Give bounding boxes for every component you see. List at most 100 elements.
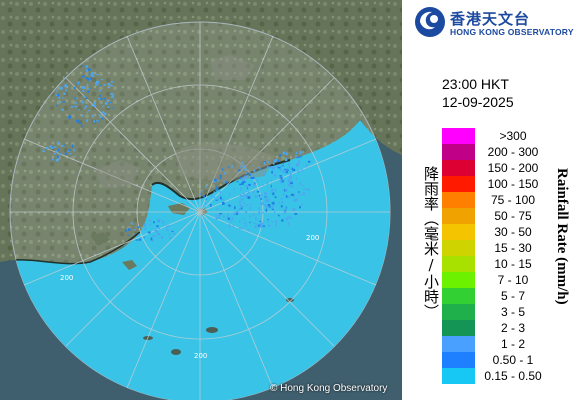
legend-swatch (442, 176, 475, 192)
rain-echo (225, 181, 228, 184)
copyright-notice: © Hong Kong Observatory (270, 383, 388, 394)
rain-echo (281, 180, 284, 183)
legend-label: >300 (499, 129, 527, 143)
rain-echo (290, 193, 294, 196)
rain-echo (252, 164, 255, 167)
rain-echo (275, 166, 278, 168)
rain-echo (91, 114, 94, 117)
rain-echo (156, 225, 159, 228)
rain-echo (271, 202, 273, 205)
rain-echo (253, 191, 255, 193)
rain-echo (98, 114, 101, 116)
rain-echo (86, 69, 88, 72)
rain-echo (233, 188, 235, 191)
rain-echo (85, 65, 88, 68)
rain-echo (157, 227, 160, 230)
rain-echo (216, 185, 218, 188)
rain-echo (79, 122, 82, 124)
rain-echo (285, 158, 288, 162)
rain-echo (249, 206, 251, 209)
rain-echo (87, 68, 91, 71)
rain-echo (50, 146, 54, 149)
rain-echo (68, 116, 72, 119)
rain-echo (272, 201, 275, 205)
rain-echo (272, 205, 275, 207)
rain-echo (287, 216, 291, 218)
rain-echo (204, 206, 206, 209)
rain-echo (112, 93, 115, 96)
rain-echo (256, 190, 260, 193)
rain-echo (261, 195, 263, 197)
rain-echo (275, 224, 278, 227)
legend-row: 150 - 200 (442, 160, 572, 176)
rain-echo (239, 204, 242, 206)
rain-echo (106, 99, 108, 102)
rain-echo (144, 223, 147, 227)
rain-echo (64, 152, 68, 155)
rain-echo (298, 160, 300, 164)
legend-swatch (442, 224, 475, 240)
rain-echo (169, 237, 172, 239)
rain-echo (278, 202, 280, 205)
legend-row: 200 - 300 (442, 144, 572, 160)
rain-echo (83, 95, 85, 98)
rain-echo (255, 219, 257, 221)
legend-swatch (442, 128, 475, 144)
rain-echo (284, 188, 288, 191)
rain-echo (306, 188, 310, 191)
rain-echo (233, 212, 236, 216)
rain-echo (283, 193, 285, 196)
rain-echo (293, 195, 295, 198)
legend-swatch (442, 304, 475, 320)
rain-echo (254, 182, 256, 185)
rain-echo (151, 239, 154, 242)
rain-echo (245, 172, 248, 175)
rain-echo (58, 153, 62, 156)
range-label: 200 (194, 352, 207, 360)
rain-echo (110, 93, 113, 95)
rain-echo (219, 177, 222, 180)
rain-echo (215, 199, 218, 201)
rain-echo (152, 235, 156, 238)
rain-echo (89, 79, 91, 81)
rain-echo (265, 205, 269, 209)
legend-swatch (442, 352, 475, 368)
island (90, 232, 110, 246)
rain-echo (242, 195, 245, 198)
rain-echo (135, 239, 139, 241)
rain-echo (71, 106, 73, 109)
rain-echo (294, 213, 298, 215)
rain-echo (295, 151, 298, 154)
rain-echo (63, 144, 66, 146)
hko-logo[interactable]: 香港天文台 HONG KONG OBSERVATORY (414, 6, 574, 40)
rain-echo (249, 215, 251, 218)
rain-echo (214, 178, 217, 182)
rain-echo (288, 222, 290, 226)
rain-echo (227, 213, 229, 216)
rain-echo (279, 181, 282, 184)
rain-echo (271, 188, 274, 192)
rain-echo (65, 98, 67, 100)
rain-echo (267, 221, 269, 223)
rain-echo (68, 148, 71, 151)
rain-echo (274, 175, 277, 177)
rain-echo (288, 175, 292, 179)
rain-echoes (42, 65, 311, 242)
legend-swatch (442, 320, 475, 336)
legend-label: 10 - 15 (494, 257, 532, 271)
rain-echo (213, 196, 216, 199)
rain-echo (249, 221, 251, 224)
rain-echo (150, 237, 153, 241)
rain-echo (272, 162, 275, 165)
range-label: 200 (306, 234, 319, 242)
rain-echo (104, 102, 108, 105)
rain-echo (205, 185, 207, 188)
rain-echo (94, 104, 96, 108)
rain-echo (217, 196, 219, 200)
rain-echo (52, 146, 54, 148)
rain-echo (95, 82, 97, 86)
legend-label: 3 - 5 (500, 305, 525, 319)
rain-echo (252, 192, 254, 194)
rain-echo (108, 101, 112, 104)
legend-row: 10 - 15 (442, 256, 572, 272)
